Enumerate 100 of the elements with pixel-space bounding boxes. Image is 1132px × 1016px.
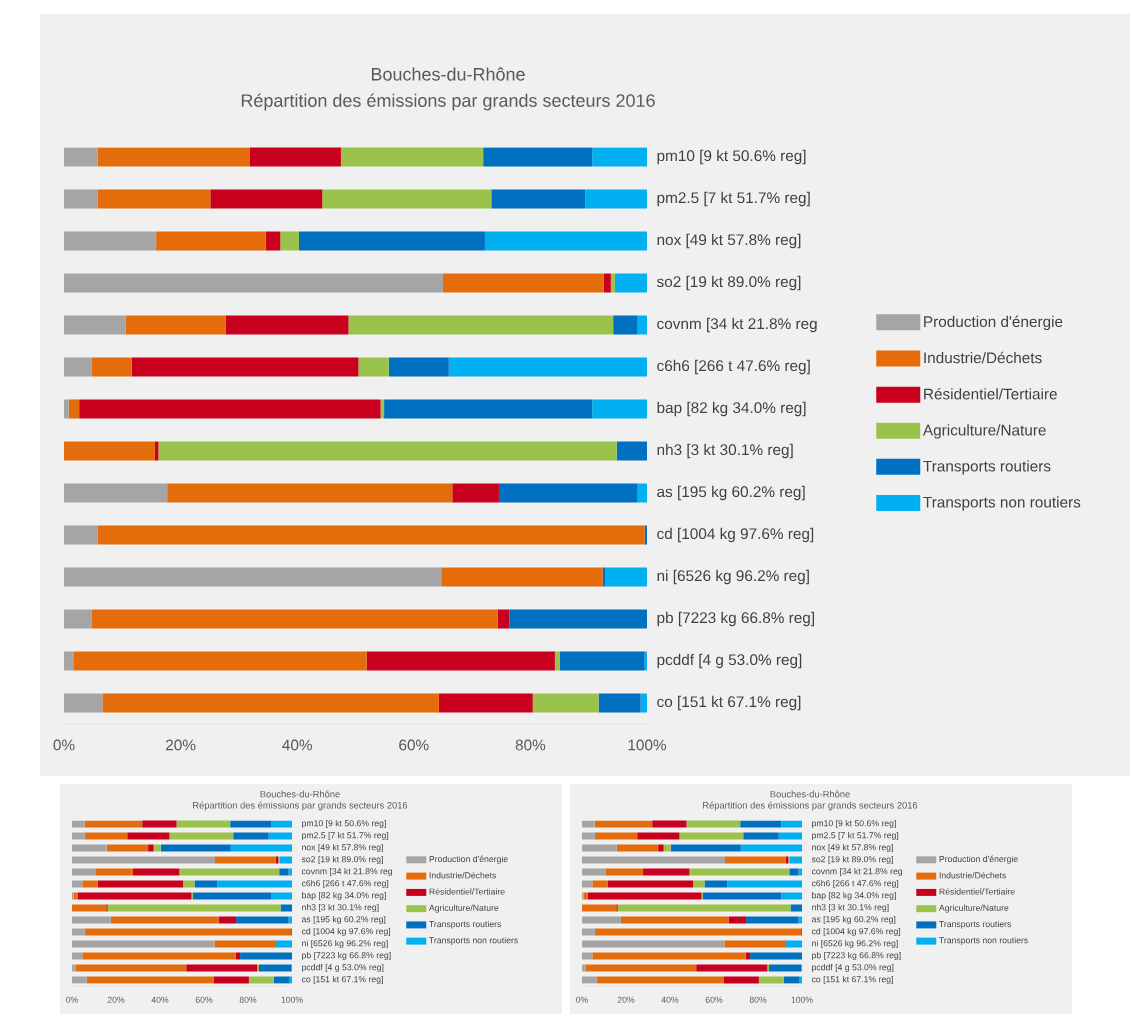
bar <box>64 525 98 545</box>
bar <box>64 147 98 167</box>
x-tick-label: 60% <box>705 996 723 1003</box>
bar <box>249 147 341 167</box>
bar <box>637 832 680 840</box>
bar <box>82 952 236 960</box>
y-tick-label: pm10 [9 kt 50.6% reg] <box>302 819 386 829</box>
legend-label: Industrie/Déchets <box>939 871 1007 879</box>
legend-label: Production d'énergie <box>939 855 1018 864</box>
legend-label: Transports routiers <box>429 920 502 929</box>
bar <box>72 880 83 888</box>
bar <box>384 399 593 419</box>
x-tick-label: 80% <box>515 739 546 751</box>
bar <box>186 964 258 972</box>
y-tick-label: ni [6526 kg 96.2% reg] <box>812 939 898 949</box>
bar <box>233 832 269 840</box>
bar <box>652 820 687 828</box>
bar <box>230 844 292 852</box>
x-tick-label: 100% <box>628 739 667 751</box>
bar <box>72 856 215 864</box>
y-tick-label: cd [1004 kg 97.6% reg] <box>301 927 391 937</box>
y-tick-label: nh3 [3 kt 30.1% reg] <box>302 903 379 913</box>
bar <box>235 952 241 960</box>
bar <box>64 315 126 335</box>
bar <box>73 892 78 900</box>
bar <box>637 483 647 503</box>
bar <box>582 904 617 912</box>
bar <box>84 832 128 840</box>
bar <box>582 868 606 876</box>
chart-subtitle: Répartition des émissions par grands secteurs 2016 <box>193 801 408 811</box>
bar <box>160 844 231 852</box>
y-tick-label: pb [7223 kg 66.8% reg] <box>302 951 391 961</box>
bar <box>582 844 617 852</box>
bar <box>288 868 292 876</box>
bar <box>64 273 443 293</box>
bar <box>259 964 292 972</box>
bar <box>728 916 747 924</box>
y-tick-label: ni [6526 kg 96.2% reg] <box>302 939 388 949</box>
chart-subtitle: Répartition des émissions par grands secteurs 2016 <box>703 801 918 811</box>
bar <box>97 189 211 209</box>
bar <box>670 844 741 852</box>
bar <box>64 231 157 251</box>
bar <box>72 868 96 876</box>
bar <box>340 147 484 167</box>
bar <box>696 964 768 972</box>
bar <box>102 693 439 713</box>
bar <box>215 856 276 864</box>
x-tick-label: 80% <box>239 996 257 1003</box>
bar <box>727 880 803 888</box>
bar <box>637 315 647 335</box>
bar <box>388 357 449 377</box>
y-tick-label: cd [1004 kg 97.6% reg] <box>811 927 901 937</box>
y-tick-label: pb [7223 kg 66.8% reg] <box>812 951 901 961</box>
bar <box>452 483 499 503</box>
bar <box>75 964 187 972</box>
bar <box>248 976 274 984</box>
bar <box>746 916 799 924</box>
legend-label: Industrie/Déchets <box>429 871 497 879</box>
bar <box>64 357 92 377</box>
legend-label: Agriculture/Nature <box>922 424 1046 439</box>
x-tick-label: 40% <box>282 739 312 751</box>
bar <box>442 273 604 293</box>
bar <box>225 315 349 335</box>
bar <box>68 399 80 419</box>
y-tick-label: bap [82 kg 34.0% reg] <box>812 891 896 901</box>
bar <box>218 916 237 924</box>
bar <box>91 357 132 377</box>
bar <box>603 273 611 293</box>
bar <box>620 916 729 924</box>
bar <box>271 892 292 900</box>
bar <box>532 693 599 713</box>
bar <box>64 693 103 713</box>
bar <box>298 231 485 251</box>
bar <box>240 952 292 960</box>
bar <box>616 441 647 461</box>
bar <box>64 609 92 629</box>
bar <box>438 693 533 713</box>
bar <box>64 483 168 503</box>
legend-label: Industrie/Déchets <box>924 351 1042 364</box>
bar <box>491 189 586 209</box>
bar <box>686 820 741 828</box>
bar <box>288 916 292 924</box>
bar <box>72 940 215 948</box>
y-tick-label: cd [1004 kg 97.6% reg] <box>657 527 814 543</box>
bar <box>778 832 803 840</box>
bar <box>585 964 697 972</box>
y-tick-label: ni [6526 kg 96.2% reg] <box>657 569 809 585</box>
y-tick-label: c6h6 [266 t 47.6% reg] <box>811 879 899 889</box>
bar <box>153 844 161 852</box>
bar <box>789 868 799 876</box>
y-tick-label: nox [49 kt 57.8% reg] <box>657 233 801 249</box>
y-tick-label: co [151 kt 67.1% reg] <box>301 975 383 985</box>
bar <box>72 832 85 840</box>
bar <box>64 441 155 461</box>
bar <box>582 916 621 924</box>
bar <box>616 844 659 852</box>
bar <box>724 940 786 948</box>
bar <box>72 928 85 936</box>
bar <box>142 820 177 828</box>
bar <box>358 357 389 377</box>
